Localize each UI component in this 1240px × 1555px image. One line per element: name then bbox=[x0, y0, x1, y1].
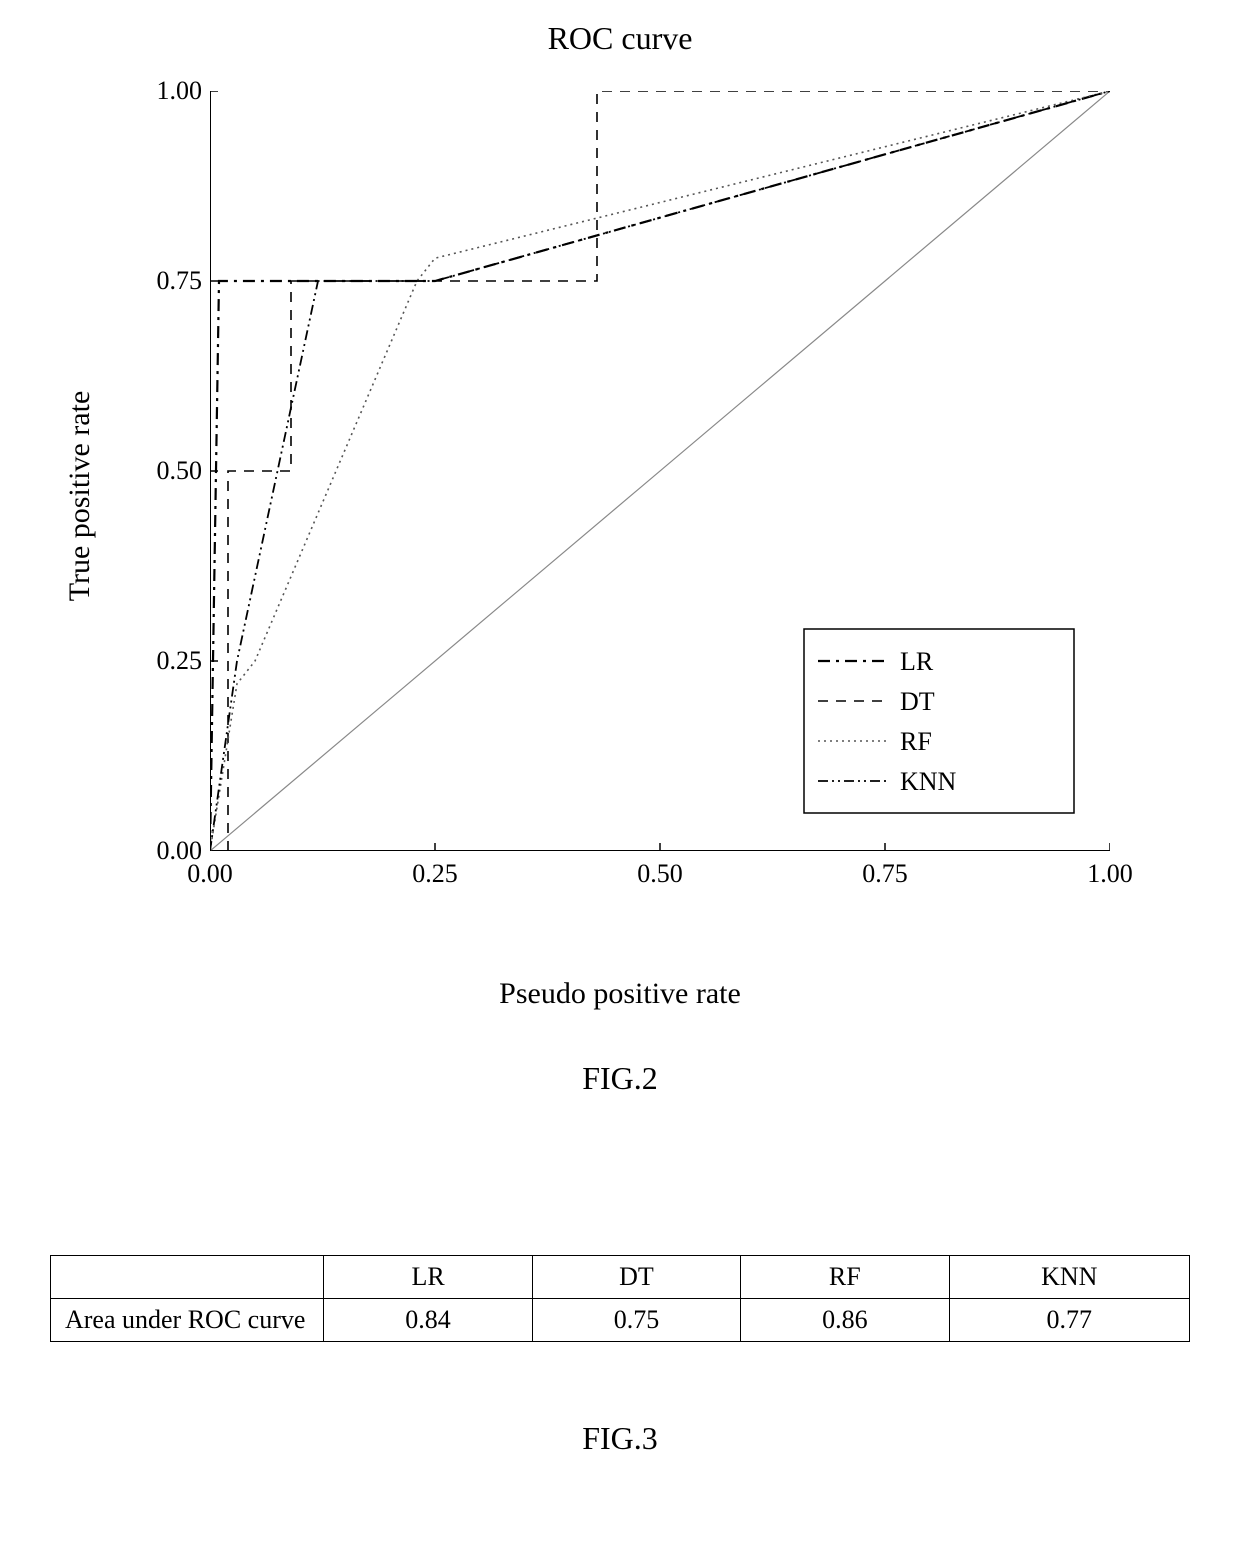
legend-label-rf: RF bbox=[900, 727, 932, 756]
legend-label-dt: DT bbox=[900, 687, 935, 716]
x-tick-label: 0.50 bbox=[637, 851, 683, 889]
auc-col-rf: RF bbox=[741, 1256, 949, 1299]
auc-cell-lr: 0.84 bbox=[324, 1299, 532, 1342]
plot-area: LRDTRFKNN 0.000.250.500.751.00 0.000.250… bbox=[210, 91, 1110, 851]
auc-cell-dt: 0.75 bbox=[532, 1299, 740, 1342]
auc-table: LRDTRFKNN Area under ROC curve0.840.750.… bbox=[50, 1255, 1190, 1342]
y-tick-label: 0.75 bbox=[157, 266, 211, 296]
x-tick-label: 0.00 bbox=[187, 851, 233, 889]
page-root: ROC curve True positive rate LRDTRFKNN 0… bbox=[0, 0, 1240, 1555]
roc-chart: ROC curve True positive rate LRDTRFKNN 0… bbox=[90, 20, 1150, 931]
auc-row-label: Area under ROC curve bbox=[51, 1299, 324, 1342]
x-tick-label: 0.75 bbox=[862, 851, 908, 889]
chart-title: ROC curve bbox=[90, 20, 1150, 57]
y-tick-label: 0.50 bbox=[157, 456, 211, 486]
auc-cell-knn: 0.77 bbox=[949, 1299, 1189, 1342]
x-tick-label: 1.00 bbox=[1087, 851, 1133, 889]
auc-col-lr: LR bbox=[324, 1256, 532, 1299]
auc-cell-rf: 0.86 bbox=[741, 1299, 949, 1342]
auc-col-dt: DT bbox=[532, 1256, 740, 1299]
y-tick-label: 1.00 bbox=[157, 76, 211, 106]
legend-label-lr: LR bbox=[900, 647, 934, 676]
auc-col-blank bbox=[51, 1256, 324, 1299]
legend-label-knn: KNN bbox=[900, 767, 957, 796]
y-axis-label: True positive rate bbox=[63, 391, 97, 602]
auc-col-knn: KNN bbox=[949, 1256, 1189, 1299]
fig2-caption: FIG.2 bbox=[582, 1060, 658, 1097]
plot-svg: LR DT RF KNN bbox=[210, 91, 1110, 851]
fig3-caption: FIG.3 bbox=[582, 1420, 658, 1457]
x-axis-label: Pseudo positive rate bbox=[499, 977, 741, 1011]
chart-body: True positive rate LRDTRFKNN 0.000.250.5… bbox=[90, 61, 1150, 931]
y-tick-label: 0.25 bbox=[157, 646, 211, 676]
x-tick-label: 0.25 bbox=[412, 851, 458, 889]
